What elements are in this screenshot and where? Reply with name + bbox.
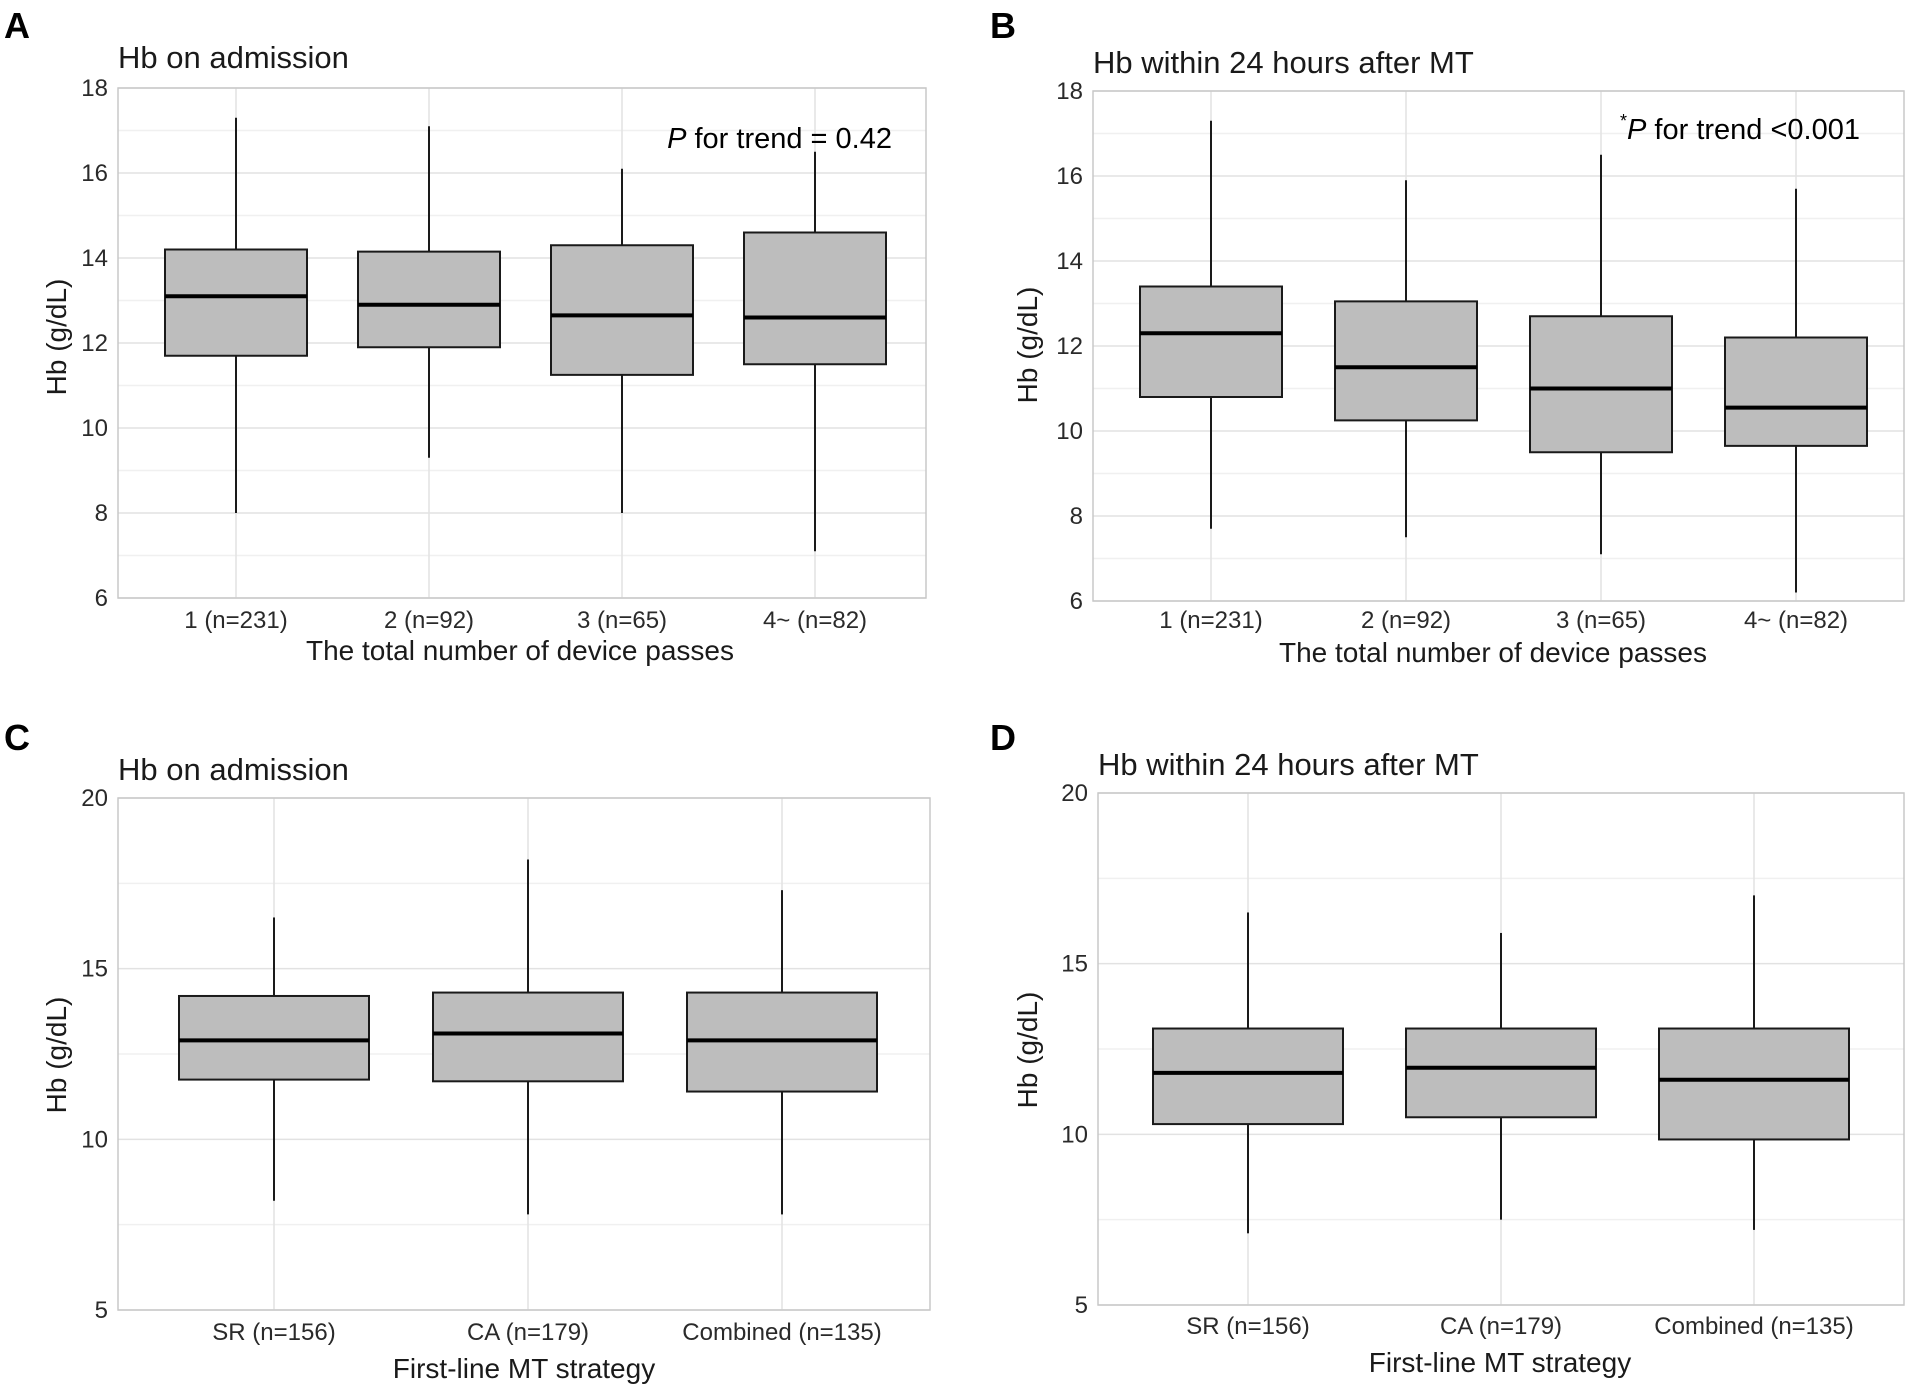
panel-c-y-tick-label: 15	[81, 956, 108, 983]
panel-b-trend-text: for trend <0.001	[1646, 114, 1860, 146]
panel-a-box	[743, 231, 887, 366]
panel-a-trend-text: for trend = 0.42	[686, 123, 892, 155]
panel-c-y-axis-label: Hb (g/dL)	[41, 997, 72, 1114]
panel-b-y-tick-label: 10	[1056, 418, 1083, 445]
panel-c: C Hb on admission 5 10 15 20 SR (n=156) CA (n…	[4, 717, 931, 1384]
panel-a-x-tick-label: 3 (n=65)	[577, 607, 667, 634]
panel-a-y-tick-label: 16	[81, 160, 108, 187]
panel-a-box	[164, 248, 308, 357]
panel-b-trend-p: P	[1627, 114, 1647, 146]
panel-b-y-tick-label: 12	[1056, 333, 1083, 360]
panel-a-x-tick-label: 4~ (n=82)	[763, 607, 867, 634]
panel-a-plot-border	[117, 87, 927, 599]
panel-b-box	[1334, 300, 1478, 422]
panel-b-y-tick-label: 14	[1056, 248, 1083, 275]
panel-b-y-tick-label: 16	[1056, 163, 1083, 190]
panel-b-plot-border	[1092, 90, 1905, 602]
panel-d-y-tick-label: 20	[1061, 780, 1088, 807]
panel-b-x-tick-label: 3 (n=65)	[1556, 607, 1646, 634]
panel-d-box	[1658, 1027, 1850, 1141]
panel-b-x-tick-label: 1 (n=231)	[1159, 607, 1262, 634]
panel-b-x-tick-label: 4~ (n=82)	[1744, 607, 1848, 634]
panel-a-box	[550, 244, 694, 376]
panel-d-x-tick-label: CA (n=179)	[1440, 1313, 1562, 1340]
panel-d-y-tick-label: 15	[1061, 951, 1088, 978]
panel-c-x-axis-label: First-line MT strategy	[393, 1353, 655, 1384]
panel-b-y-axis-label: Hb (g/dL)	[1012, 287, 1043, 404]
panel-a-x-tick-label: 2 (n=92)	[384, 607, 474, 634]
panel-d-box	[1405, 1027, 1597, 1119]
panel-a-trend-p: P	[667, 123, 687, 155]
panel-b: B Hb within 24 hours after MT 6 8 10 12 14 16…	[990, 5, 1905, 668]
panel-d-x-tick-label: SR (n=156)	[1186, 1313, 1309, 1340]
panel-d-x-tick-label: Combined (n=135)	[1654, 1313, 1853, 1340]
panel-a-plot: 6 8 10 12 14 16 18 1 (n=231) 2 (n=92) 3 (n=65) 4~ …	[81, 75, 927, 634]
panel-a-y-tick-label: 10	[81, 415, 108, 442]
panel-a-y-axis-label: Hb (g/dL)	[41, 279, 72, 396]
panel-b-box	[1529, 315, 1673, 454]
panel-b-trend-star: *	[1620, 111, 1627, 131]
panel-d-plot-border	[1097, 792, 1905, 1306]
panel-c-x-tick-label: Combined (n=135)	[682, 1319, 881, 1346]
panel-c-y-tick-label: 10	[81, 1126, 108, 1153]
panel-c-plot: 5 10 15 20 SR (n=156) CA (n=179) Combined (n=1…	[81, 785, 931, 1346]
panel-a-y-tick-label: 14	[81, 245, 108, 272]
panel-c-x-tick-label: CA (n=179)	[467, 1319, 589, 1346]
panel-a-y-tick-label: 18	[81, 75, 108, 102]
panel-b-y-tick-label: 18	[1056, 78, 1083, 105]
panel-d-plot: 5 10 15 20 SR (n=156) CA (n=179) Combined (n=1…	[1061, 780, 1905, 1340]
panel-d-y-tick-label: 5	[1075, 1292, 1088, 1319]
panel-b-x-tick-label: 2 (n=92)	[1361, 607, 1451, 634]
panel-a-y-tick-label: 8	[95, 500, 108, 527]
panel-a-title: Hb on admission	[118, 40, 349, 75]
panel-a-letter: A	[4, 5, 30, 46]
panel-d-y-axis-label: Hb (g/dL)	[1012, 992, 1043, 1109]
panel-a-x-axis-label: The total number of device passes	[306, 635, 734, 666]
panel-a-y-tick-label: 6	[95, 585, 108, 612]
panel-b-plot: 6 8 10 12 14 16 18 1 (n=231) 2 (n=92) 3 (n=65) 4~ …	[1056, 78, 1905, 634]
panel-d-letter: D	[990, 717, 1016, 758]
panel-c-letter: C	[4, 717, 30, 758]
panel-d-box	[1152, 1027, 1344, 1126]
panel-a-x-tick-label: 1 (n=231)	[184, 607, 287, 634]
panel-b-title: Hb within 24 hours after MT	[1093, 45, 1474, 80]
panel-b-box	[1724, 336, 1868, 447]
panel-a: A Hb on admission 6 8 10 12 14 16 18 1 (n=231) 2…	[4, 5, 927, 666]
panel-b-letter: B	[990, 5, 1016, 46]
panel-b-x-axis-label: The total number of device passes	[1279, 637, 1707, 668]
panel-b-y-tick-label: 8	[1070, 503, 1083, 530]
panel-a-box	[357, 250, 501, 349]
panel-b-trend-annotation: *P for trend <0.001	[1620, 111, 1860, 146]
panel-a-trend-annotation: P for trend = 0.42	[667, 123, 892, 155]
panel-d-y-tick-label: 10	[1061, 1121, 1088, 1148]
panel-b-box	[1139, 285, 1283, 398]
panel-d-x-axis-label: First-line MT strategy	[1369, 1347, 1631, 1378]
panel-a-y-tick-label: 12	[81, 330, 108, 357]
panel-c-y-tick-label: 5	[95, 1297, 108, 1324]
panel-d: D Hb within 24 hours after MT 5 10 15 20 SR …	[990, 717, 1905, 1378]
panel-c-x-tick-label: SR (n=156)	[212, 1319, 335, 1346]
panel-d-title: Hb within 24 hours after MT	[1098, 747, 1479, 782]
panel-c-box	[178, 994, 370, 1081]
panel-c-box	[432, 991, 624, 1083]
panel-b-y-tick-label: 6	[1070, 588, 1083, 615]
panel-c-title: Hb on admission	[118, 752, 349, 787]
panel-c-plot-border	[117, 797, 931, 1311]
panel-c-y-tick-label: 20	[81, 785, 108, 812]
